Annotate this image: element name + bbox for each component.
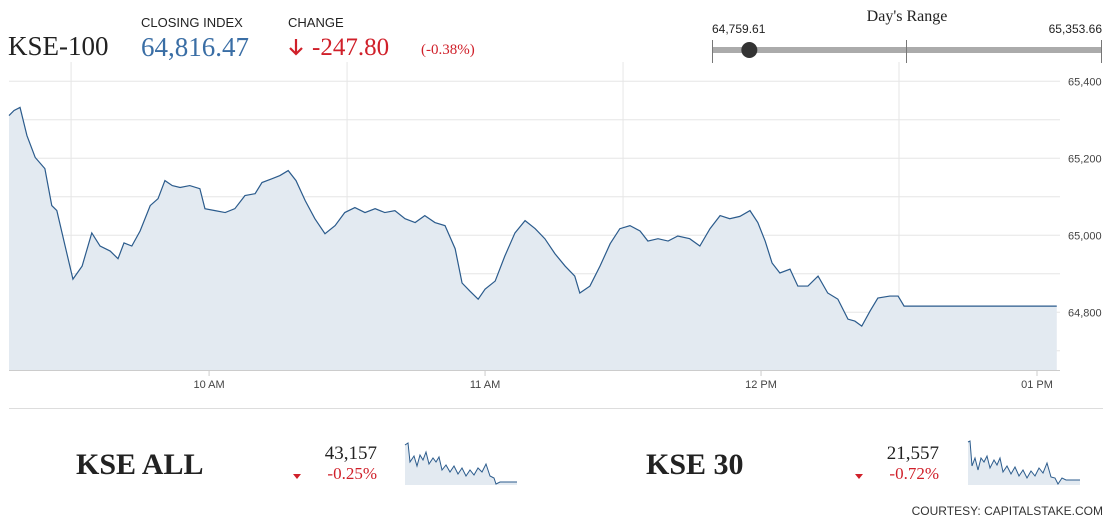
down-arrow [289, 39, 303, 56]
y-tick-label: 65,000 [1068, 230, 1102, 242]
index-value: 21,557 [887, 443, 939, 464]
change-label: CHANGE [288, 15, 344, 30]
sparkline-area [968, 441, 1080, 485]
area [9, 107, 1057, 371]
index-change: -0.25% [327, 464, 377, 483]
x-tick-label: 10 AM [193, 379, 224, 391]
y-tick-label: 65,400 [1068, 76, 1102, 88]
x-tick-label: 12 PM [745, 379, 777, 391]
index-change: -0.72% [889, 464, 939, 483]
closing-label: CLOSING INDEX [141, 15, 243, 30]
sparkline [404, 442, 517, 485]
line [8, 106, 1057, 327]
x-tick-label: 01 PM [1021, 379, 1053, 391]
index-card: KSE 30 21,557 -0.72% [646, 440, 1080, 485]
range-low: 64,759.61 [712, 22, 766, 36]
index-value: 43,157 [325, 443, 377, 464]
index-card: KSE ALL 43,157 -0.25% [76, 442, 517, 485]
y-tick-label: 64,800 [1068, 307, 1102, 319]
x-tick-label: 11 AM [470, 379, 500, 391]
range-high: 65,353.66 [1049, 22, 1103, 36]
range-title: Day's Range [867, 8, 948, 25]
change-pct: (-0.38%) [421, 42, 475, 58]
y-tick-label: 65,200 [1068, 153, 1102, 165]
index-name: KSE ALL [76, 448, 204, 481]
index-name: KSE-100 [8, 31, 109, 61]
courtesy: COURTESY: CAPITALSTAKE.COM [912, 504, 1103, 518]
change: -247.80 [312, 34, 389, 61]
range-marker [741, 42, 758, 58]
down-arrow [293, 474, 301, 479]
closing-index: 64,816.47 [141, 32, 249, 62]
index-name: KSE 30 [646, 448, 744, 481]
sparkline [967, 440, 1080, 485]
down-arrow [855, 474, 863, 479]
sparkline-area [405, 443, 517, 485]
